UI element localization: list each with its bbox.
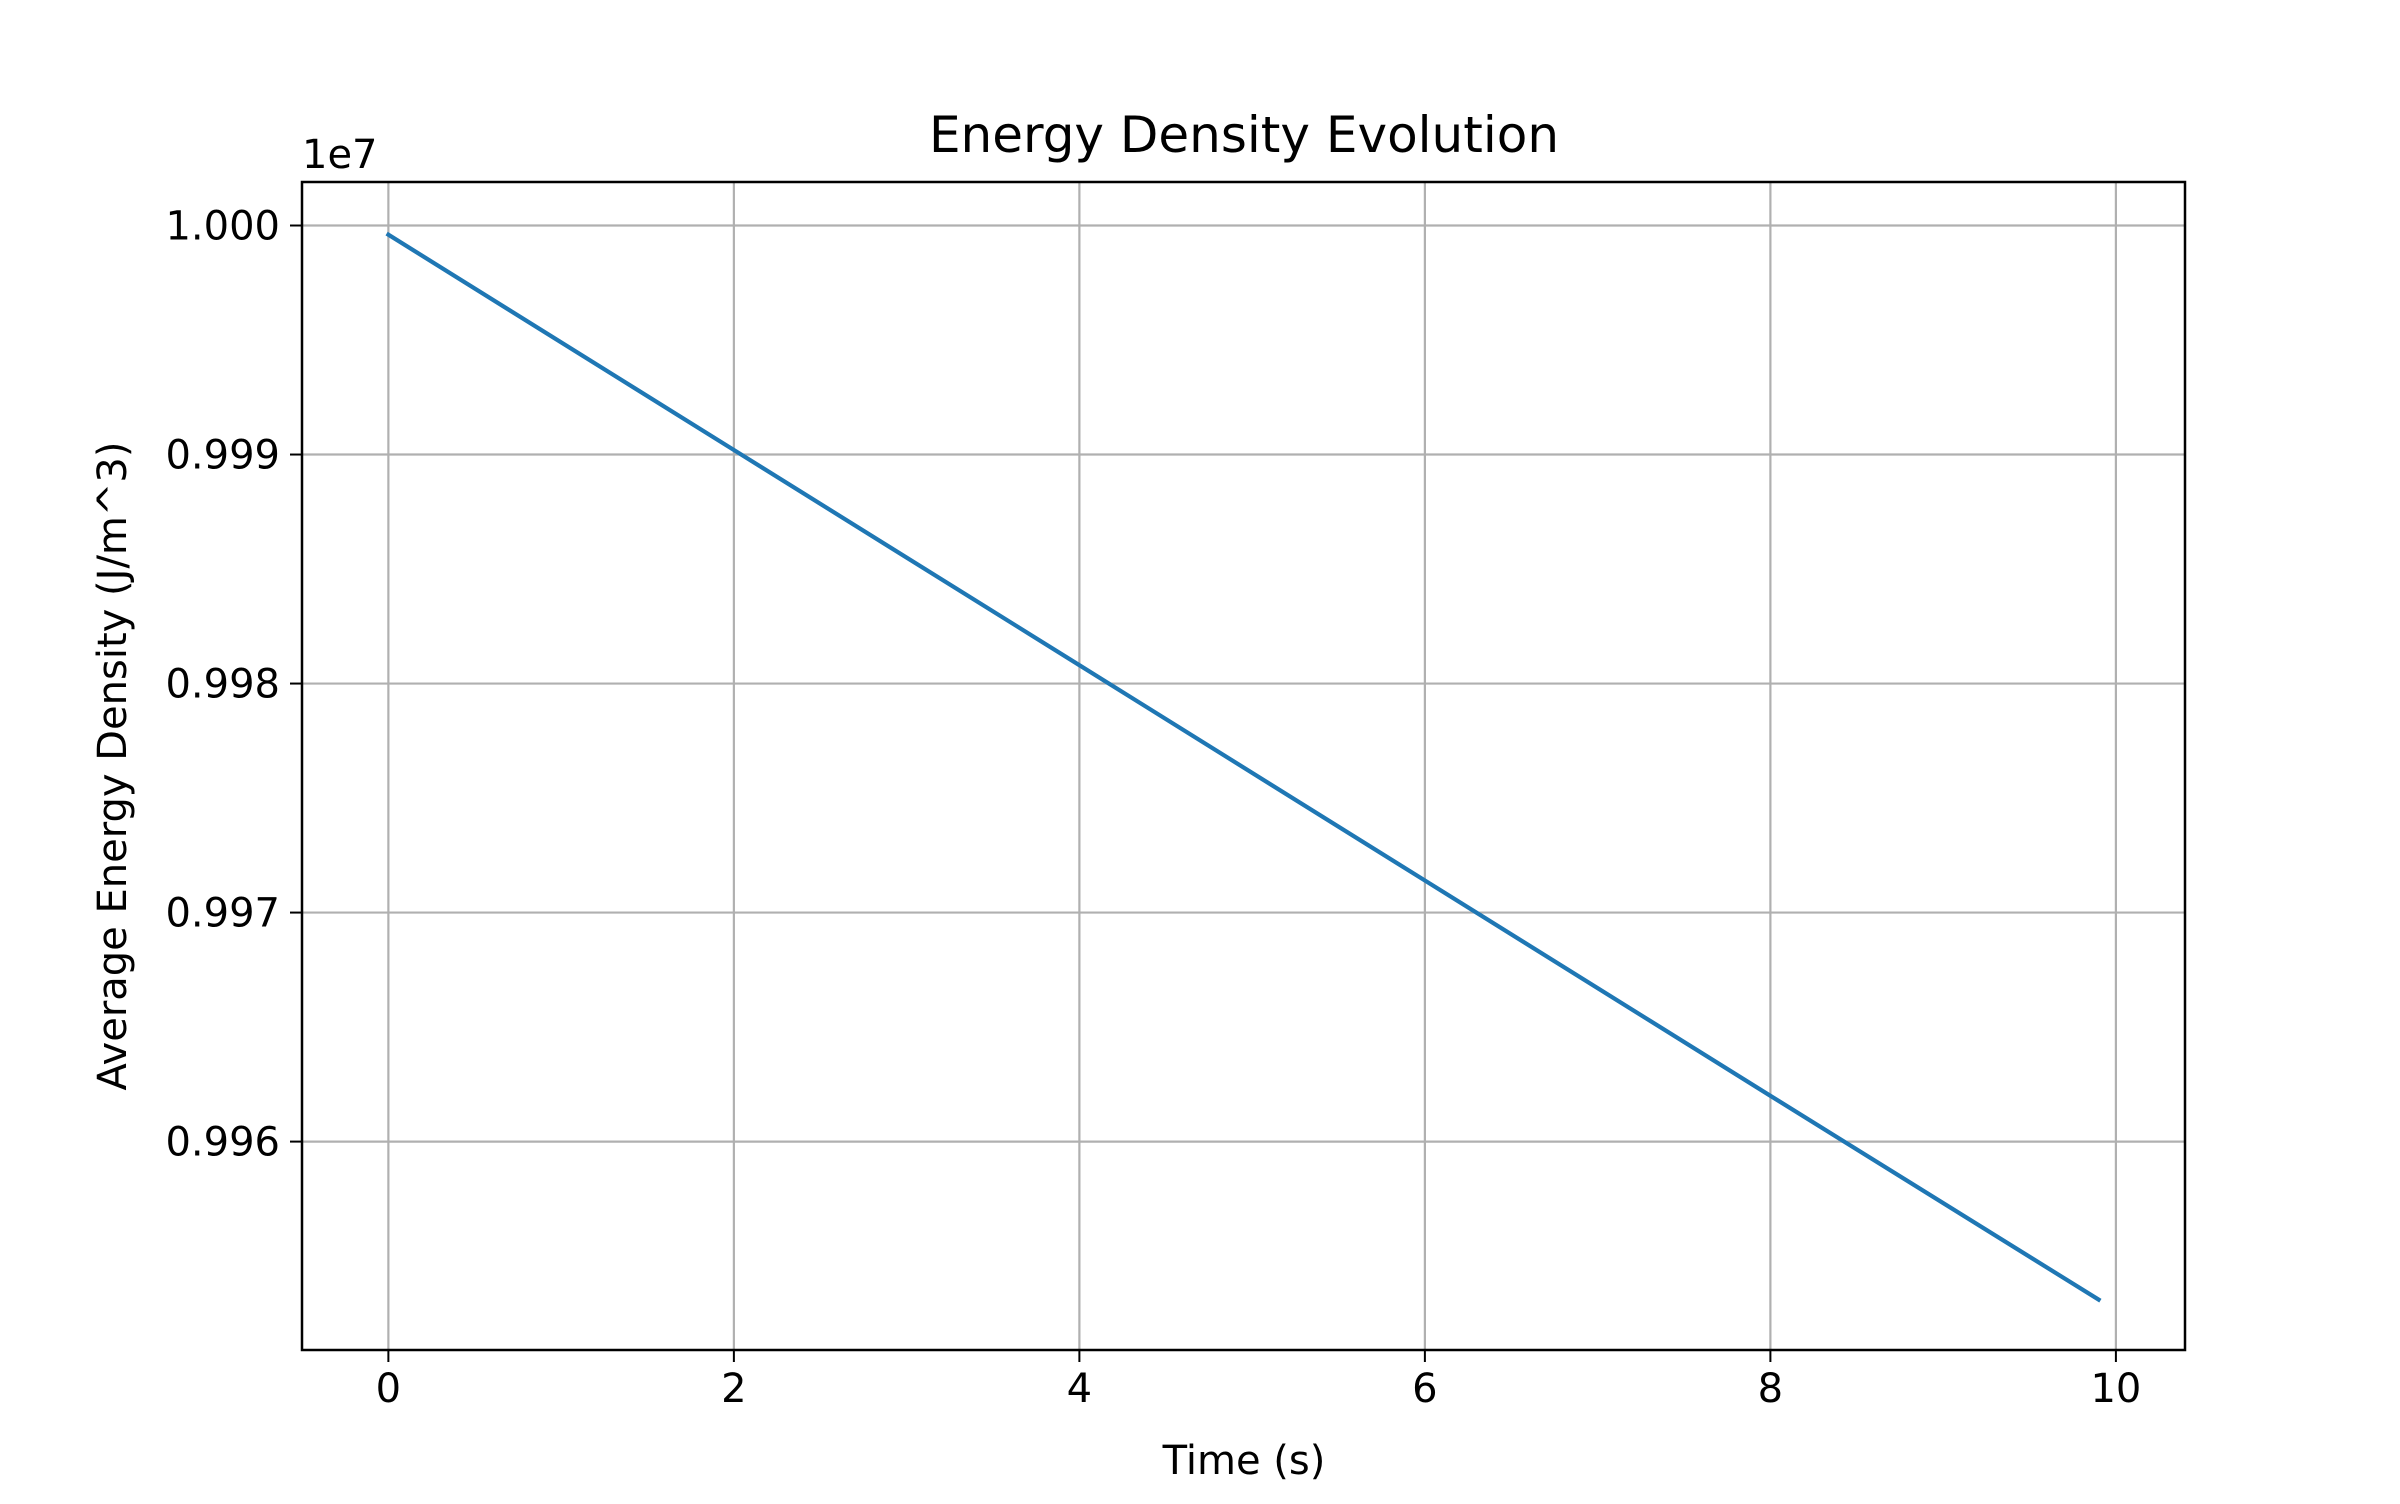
x-tick-label: 4 [1067,1366,1092,1412]
x-tick-label: 8 [1758,1366,1783,1412]
x-tick-label: 0 [376,1366,401,1412]
series-line [385,231,2102,1303]
x-tick-label: 2 [721,1366,746,1412]
y-tick-label: 1.000 [165,204,280,250]
y-tick-label: 0.996 [165,1120,280,1166]
series-layer [385,231,2102,1303]
y-tick-label: 0.999 [165,433,280,479]
axis-ticks: 0 2 4 6 8 10 0.996 0.997 0.998 0.999 1.000 [165,204,2141,1412]
plot-frame [300,180,2187,1352]
x-axis-label: Time (s) [1162,1438,1326,1484]
y-tick-label: 0.997 [165,891,280,937]
x-tick-label: 6 [1412,1366,1437,1412]
y-axis-offset-label: 1e7 [302,132,378,178]
grid-lines [302,182,2185,1350]
chart-title: Energy Density Evolution [929,106,1559,164]
y-tick-label: 0.998 [165,662,280,708]
x-tick-label: 10 [2090,1366,2141,1412]
y-axis-label: Average Energy Density (J/m^3) [90,442,136,1091]
